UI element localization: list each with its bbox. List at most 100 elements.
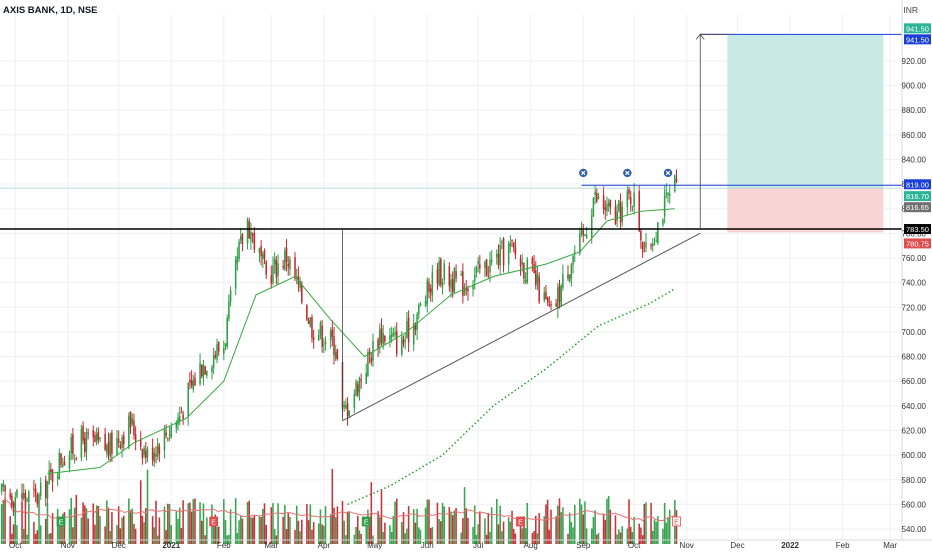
candle-body	[48, 470, 50, 484]
volume-bar	[406, 528, 408, 544]
candle-body	[192, 380, 195, 390]
candle-body	[14, 497, 17, 511]
candle-body	[317, 335, 320, 341]
price-tick-label: 920.00	[902, 57, 927, 66]
volume-bar	[412, 508, 415, 544]
candle-body	[355, 381, 357, 396]
candle-body	[21, 493, 23, 499]
volume-bar	[368, 520, 371, 544]
volume-bar	[401, 522, 403, 544]
volume-bar	[448, 507, 451, 544]
candle-body	[414, 324, 417, 330]
candle-body	[228, 301, 230, 319]
volume-bar	[216, 526, 218, 544]
time-tick-label: Oct	[628, 541, 641, 550]
candle-body	[155, 453, 157, 457]
candle-body	[460, 274, 462, 276]
volume-bar	[511, 510, 513, 544]
volume-bar	[265, 524, 267, 544]
volume-bar	[609, 509, 612, 544]
sma-short-line	[47, 208, 675, 475]
candle-body	[158, 446, 161, 454]
candle-body	[545, 291, 547, 300]
volume-bar	[436, 502, 439, 544]
candle-body	[238, 241, 240, 259]
volume-bar	[477, 524, 479, 544]
price-axis[interactable]: 540.00 560.00 580.00 600.00 620.00 640.00 660.…	[901, 0, 932, 550]
earnings-badge	[516, 516, 525, 527]
candle-body	[121, 437, 123, 448]
time-axis[interactable]: Oct Nov Dec 2021 Feb Mar Apr May Jun Jul Aug Sep Oct…	[0, 539, 932, 550]
x-glyph-icon	[625, 170, 630, 176]
volume-bar	[48, 533, 50, 544]
candle-body	[502, 238, 505, 266]
price-tick-label: 860.00	[902, 131, 927, 140]
volume-bar	[334, 517, 337, 544]
candle-body	[311, 317, 313, 339]
candle-body	[675, 179, 678, 182]
volume-bar	[190, 511, 193, 544]
candle-body	[674, 175, 676, 192]
volume-bar	[531, 533, 534, 544]
time-tick-label: Jun	[421, 541, 434, 550]
volume-bar	[182, 500, 184, 544]
candle-body	[535, 270, 537, 286]
volume-bar	[629, 526, 632, 544]
volume-bar	[0, 504, 3, 544]
price-tick-label: 660.00	[902, 377, 927, 386]
candle-body	[655, 240, 657, 242]
candle-body	[334, 351, 337, 359]
volume-bar	[462, 518, 464, 544]
volume-bar	[502, 521, 505, 544]
stop-zone	[727, 188, 884, 233]
volume-bar	[317, 523, 320, 544]
volume-bar	[75, 494, 78, 544]
time-tick-label: Apr	[318, 541, 331, 550]
volume-bar	[353, 534, 356, 544]
candle-body	[465, 288, 468, 291]
volume-bar	[229, 509, 232, 544]
candle-body	[131, 418, 134, 424]
volume-bar	[4, 500, 6, 544]
candle-body	[250, 231, 252, 241]
candle-body	[299, 281, 301, 288]
candle-body	[324, 341, 327, 344]
candle-body	[306, 305, 308, 321]
candle-body	[640, 231, 642, 241]
candle-body	[514, 247, 517, 256]
volume-bar	[651, 530, 654, 544]
candle-body	[346, 403, 349, 417]
price-label-badge	[904, 191, 931, 202]
candle-body	[26, 499, 28, 501]
candle-body	[143, 447, 145, 456]
candle-body	[412, 322, 415, 345]
candle-body	[484, 261, 486, 268]
candle-body	[36, 493, 39, 505]
candle-body	[133, 420, 135, 436]
candle-body	[555, 303, 557, 307]
volume-bar	[287, 513, 290, 544]
candle-body	[145, 450, 147, 459]
candle-body	[270, 275, 273, 284]
candle-body	[56, 476, 59, 479]
volume-bar	[475, 534, 478, 544]
candle-body	[590, 215, 593, 238]
candle-body	[431, 271, 434, 296]
candle-body	[28, 491, 30, 503]
volume-bar	[331, 469, 334, 544]
volume-bar	[402, 512, 405, 544]
candle-body	[538, 276, 540, 302]
volume-bar	[519, 517, 522, 544]
candle-body	[455, 271, 457, 279]
candle-body	[226, 318, 228, 347]
candle-body	[111, 432, 113, 454]
candle-body	[175, 422, 178, 429]
candle-body	[73, 454, 76, 456]
candle-body	[645, 242, 647, 248]
volume-bar	[380, 489, 383, 544]
candle-body	[116, 437, 118, 455]
candle-body	[84, 438, 86, 453]
candle-body	[402, 339, 405, 344]
candle-body	[643, 250, 646, 252]
